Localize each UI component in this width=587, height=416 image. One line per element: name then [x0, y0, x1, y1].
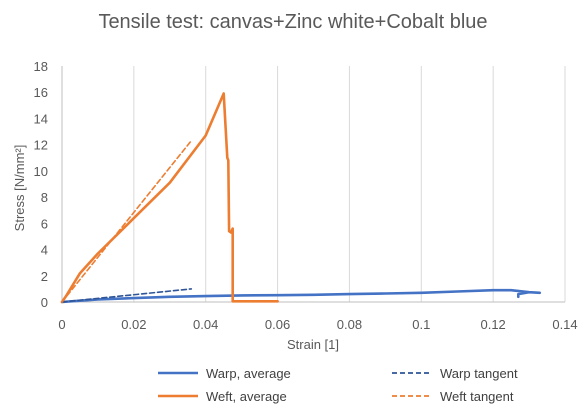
y-tick-label: 10: [34, 164, 48, 179]
x-tick-label: 0.06: [265, 317, 290, 332]
tick-labels: 0 0.02 0.04 0.06 0.08 0.1 0.12 0.14 0 2 4 6 8 10 12 14 1…: [34, 59, 578, 332]
x-tick-label: 0.12: [480, 317, 505, 332]
grid-lines: [133, 66, 566, 302]
legend: Warp, average Warp tangent Weft, average We…: [158, 366, 518, 404]
series-line-warp-average: [60, 288, 542, 304]
x-tick-label: 0.04: [193, 317, 218, 332]
axes: [61, 66, 565, 303]
x-tick-label: 0.1: [412, 317, 430, 332]
series-line-weft-tangent: [61, 139, 193, 303]
series-line-warp-tangent: [61, 288, 193, 303]
legend-label-warp-tangent: Warp tangent: [440, 366, 518, 381]
y-tick-label: 16: [34, 85, 48, 100]
y-tick-label: 18: [34, 59, 48, 74]
y-tick-label: 12: [34, 138, 48, 153]
x-tick-label: 0: [58, 317, 65, 332]
x-tick-label: 0.14: [552, 317, 577, 332]
legend-label-weft-average: Weft, average: [206, 389, 287, 404]
y-tick-label: 14: [34, 111, 48, 126]
legend-label-weft-tangent: Weft tangent: [440, 389, 514, 404]
x-axis-label: Strain [1]: [287, 337, 339, 352]
x-tick-label: 0.08: [337, 317, 362, 332]
series-line-weft-average: [60, 92, 279, 304]
x-tick-label: 0.02: [121, 317, 146, 332]
y-tick-label: 6: [41, 216, 48, 231]
y-tick-label: 8: [41, 190, 48, 205]
y-axis-label: Stress [N/mm²]: [12, 145, 27, 232]
y-tick-label: 2: [41, 269, 48, 284]
legend-label-warp-average: Warp, average: [206, 366, 291, 381]
chart-title: Tensile test: canvas+Zinc white+Cobalt b…: [98, 11, 487, 33]
series-group: [60, 92, 542, 304]
y-tick-label: 4: [41, 243, 48, 258]
y-tick-label: 0: [41, 295, 48, 310]
